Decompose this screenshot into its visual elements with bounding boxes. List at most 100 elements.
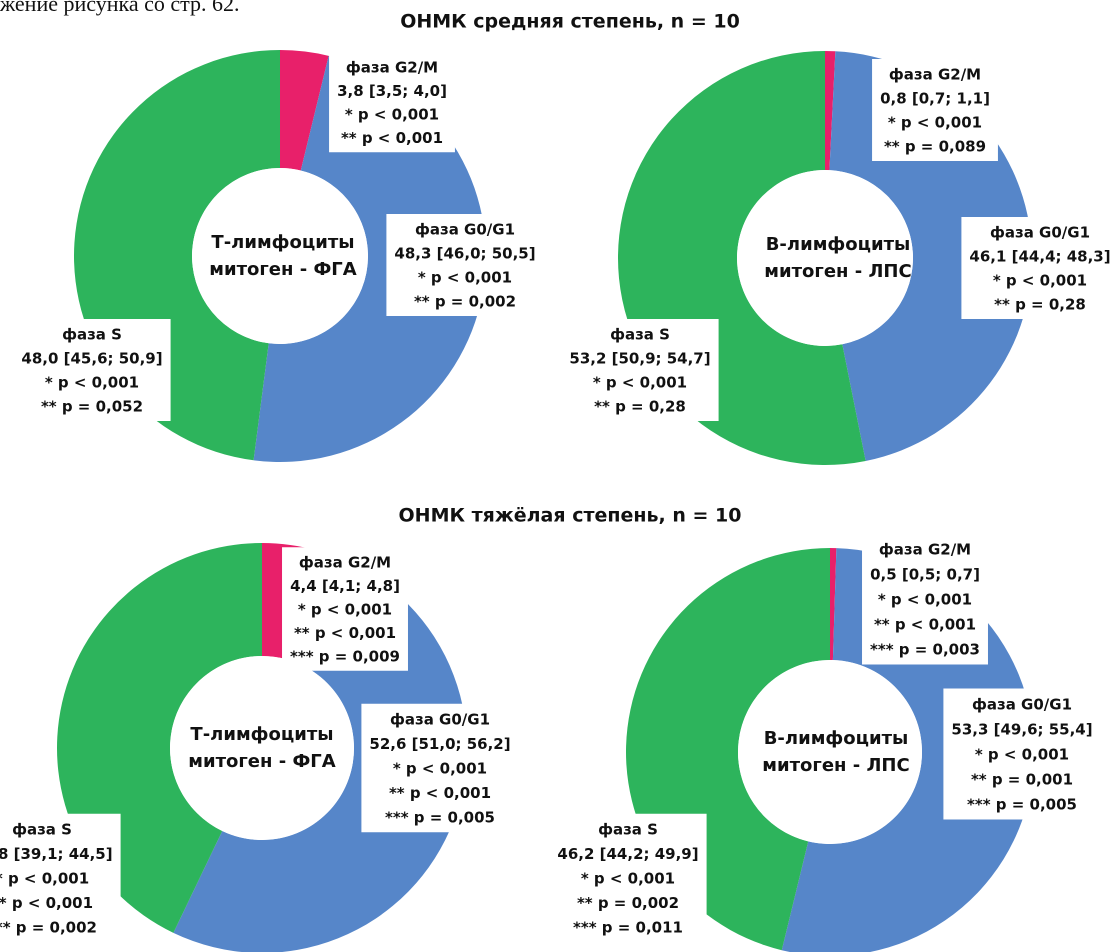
label-line: ** p = 0,089 [884, 138, 986, 156]
segment-label: фаза G2/M 0,8 [0,7; 1,1] * p < 0,001 ** p =… [872, 59, 998, 161]
donut-segment [825, 51, 836, 171]
label-line: ** p < 0,001 [341, 129, 443, 147]
label-line: *** p = 0,003 [870, 641, 980, 659]
label-line: * p < 0,001 [878, 591, 972, 609]
label-line: фаза G2/M [889, 66, 981, 84]
label-line: ** p = 0,052 [41, 398, 143, 416]
label-box [361, 703, 519, 833]
donut-hole [738, 660, 922, 844]
label-box [282, 547, 408, 671]
label-line: * p < 0,001 [593, 374, 687, 392]
label-line: 52,6 [51,0; 56,2] [369, 735, 510, 753]
label-line: 0,5 [0,5; 0,7] [870, 566, 980, 584]
label-line: фаза G2/M [346, 59, 438, 77]
segment-label: фаза S 42,8 [39,1; 44,5] * p < 0,001 ** p <… [0, 813, 121, 943]
label-line: фаза G0/G1 [415, 221, 515, 239]
label-line: ** p = 0,28 [994, 296, 1086, 314]
label-box [561, 319, 719, 421]
segment-label: фаза S 46,2 [44,2; 49,9] * p < 0,001 ** p =… [549, 813, 707, 943]
segment-label: фаза S 48,0 [45,6; 50,9] * p < 0,001 ** p =… [13, 319, 171, 421]
label-box [386, 214, 544, 316]
segment-label: фаза G2/M 0,5 [0,5; 0,7] * p < 0,001 ** p <… [862, 533, 988, 665]
segment-label: фаза G2/M 3,8 [3,5; 4,0] * p < 0,001 ** p <… [329, 52, 455, 153]
donut-segment [830, 548, 837, 661]
donut-segment [253, 55, 487, 463]
label-line: * p < 0,001 [393, 760, 487, 778]
label-line: 48,3 [46,0; 50,5] [394, 245, 535, 263]
label-line: ** p < 0,001 [874, 616, 976, 634]
segment-label: фаза G0/G1 46,1 [44,4; 48,3] * p < 0,001 **… [961, 217, 1111, 319]
segment-label: фаза G2/M 4,4 [4,1; 4,8] * p < 0,001 ** p <… [282, 547, 408, 671]
donut-hole [192, 168, 368, 344]
center-label: Т-лимфоциты [190, 724, 333, 745]
label-line: фаза G2/M [879, 541, 971, 559]
label-line: 53,3 [49,6; 55,4] [951, 721, 1092, 739]
label-line: фаза S [598, 821, 658, 839]
segment-label: фаза S 53,2 [50,9; 54,7] * p < 0,001 ** p =… [561, 319, 719, 421]
label-line: фаза S [12, 821, 72, 839]
label-line: * p < 0,001 [418, 269, 512, 287]
label-line: * p < 0,001 [45, 374, 139, 392]
center-label: В-лимфоциты [764, 728, 909, 749]
label-box [0, 813, 121, 943]
label-line: фаза G2/M [299, 554, 391, 572]
label-line: ** p < 0,001 [0, 894, 93, 912]
donut-segment [280, 50, 329, 171]
center-label: митоген - ФГА [188, 751, 335, 772]
label-box [862, 533, 988, 665]
section-title: ОНМК средняя степень, n = 10 [400, 11, 740, 33]
label-line: * p < 0,001 [298, 601, 392, 619]
donut-chart: В-лимфоциты митоген - ЛПС фаза G2/M 0,5 [0,… [549, 533, 1101, 952]
label-line: * p < 0,001 [975, 746, 1069, 764]
label-box [872, 59, 998, 161]
label-line: фаза G0/G1 [990, 224, 1090, 242]
section-title: ОНМК тяжёлая степень, n = 10 [399, 505, 742, 527]
label-line: фаза G0/G1 [972, 696, 1072, 714]
center-label: митоген - ФГА [209, 259, 356, 280]
label-line: * p < 0,001 [345, 106, 439, 124]
center-label: Т-лимфоциты [211, 232, 354, 253]
label-line: ** p = 0,002 [577, 894, 679, 912]
label-line: 42,8 [39,1; 44,5] [0, 845, 113, 863]
label-line: 46,2 [44,2; 49,9] [557, 845, 698, 863]
label-line: * p < 0,001 [581, 870, 675, 888]
segment-label: фаза G0/G1 52,6 [51,0; 56,2] * p < 0,001 **… [361, 703, 519, 833]
caption: жение рисунка со стр. 62. [0, 0, 240, 16]
label-line: *** p = 0,002 [0, 919, 97, 937]
label-line: 4,4 [4,1; 4,8] [290, 577, 400, 595]
label-line: *** p = 0,005 [385, 809, 495, 827]
label-box [13, 319, 171, 421]
label-box [329, 52, 455, 153]
donut-chart: Т-лимфоциты митоген - ФГА фаза G2/M 4,4 [4,… [0, 543, 519, 952]
label-line: * p < 0,001 [993, 272, 1087, 290]
label-box [961, 217, 1111, 319]
label-line: 48,0 [45,6; 50,9] [21, 350, 162, 368]
label-line: * p < 0,001 [888, 114, 982, 132]
label-line: * p < 0,001 [0, 870, 89, 888]
label-line: *** p = 0,009 [290, 648, 400, 666]
label-box [943, 688, 1101, 820]
label-line: ** p < 0,001 [389, 784, 491, 802]
label-line: 3,8 [3,5; 4,0] [337, 82, 447, 100]
label-line: 0,8 [0,7; 1,1] [880, 90, 990, 108]
donut-hole [170, 656, 354, 840]
segment-label: фаза G0/G1 53,3 [49,6; 55,4] * p < 0,001 **… [943, 688, 1101, 820]
segment-label: фаза G0/G1 48,3 [46,0; 50,5] * p < 0,001 **… [386, 214, 544, 316]
center-label: митоген - ЛПС [762, 755, 909, 776]
label-line: 46,1 [44,4; 48,3] [969, 248, 1110, 266]
label-line: 53,2 [50,9; 54,7] [569, 350, 710, 368]
center-label: митоген - ЛПС [764, 261, 911, 282]
center-label: В-лимфоциты [766, 234, 911, 255]
label-line: ** p = 0,002 [414, 293, 516, 311]
label-line: фаза S [610, 326, 670, 344]
label-line: ** p = 0,28 [594, 398, 686, 416]
donut-chart: В-лимфоциты митоген - ЛПС фаза G2/M 0,8 [0,… [561, 51, 1111, 465]
donut-chart: Т-лимфоциты митоген - ФГА фаза G2/M 3,8 [3,… [13, 50, 544, 463]
donut-hole [737, 170, 913, 346]
label-line: *** p = 0,011 [573, 919, 683, 937]
label-box [549, 813, 707, 943]
label-line: ** p < 0,001 [294, 624, 396, 642]
label-line: *** p = 0,005 [967, 796, 1077, 814]
label-line: ** p = 0,001 [971, 771, 1073, 789]
